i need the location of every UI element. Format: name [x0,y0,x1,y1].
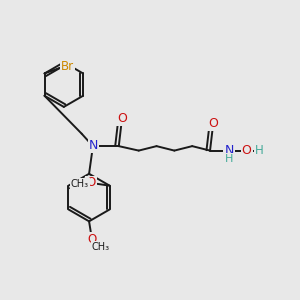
Text: N: N [224,144,234,157]
Text: O: O [117,112,127,125]
Text: O: O [86,176,96,190]
Text: O: O [88,233,97,246]
Text: H: H [225,154,233,164]
Text: Br: Br [61,60,74,73]
Text: CH₃: CH₃ [71,179,89,189]
Text: O: O [208,117,218,130]
Text: N: N [88,139,98,152]
Text: H: H [255,144,264,157]
Text: O: O [242,144,251,157]
Text: CH₃: CH₃ [91,242,110,252]
